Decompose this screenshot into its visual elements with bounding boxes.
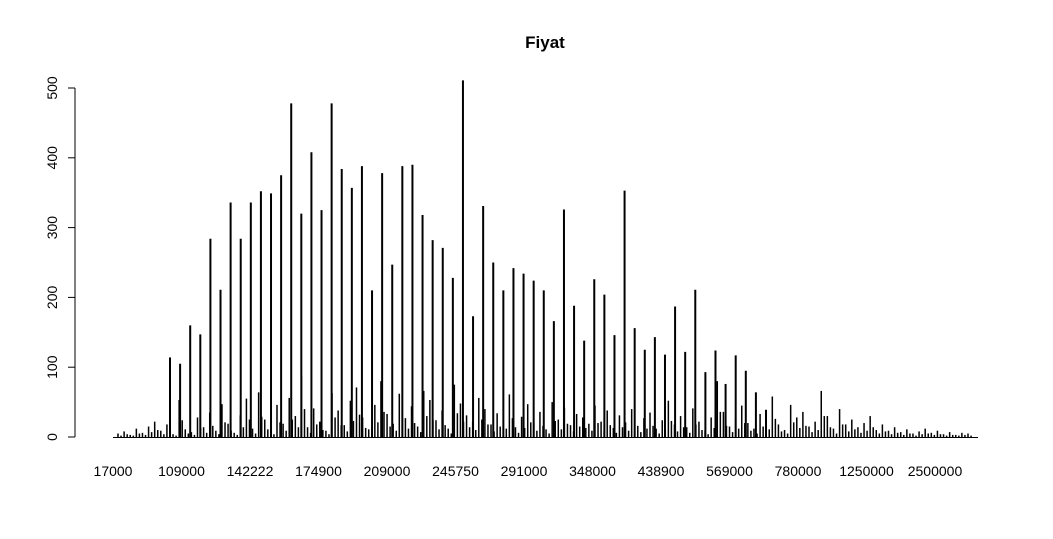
y-tick-label: 300 (44, 216, 60, 240)
y-tick-label: 500 (44, 76, 60, 100)
x-tick-label: 780000 (775, 463, 822, 479)
x-tick-label: 174900 (295, 463, 342, 479)
x-tick-label: 142222 (227, 463, 274, 479)
y-axis: 0 100 200 300 400 500 (44, 76, 76, 441)
chart-title: Fiyat (525, 33, 565, 52)
x-tick-label: 348000 (569, 463, 616, 479)
y-tick-label: 100 (44, 355, 60, 379)
y-tick-label: 0 (44, 433, 60, 441)
x-tick-label: 209000 (364, 463, 411, 479)
x-tick-label: 569000 (706, 463, 753, 479)
x-tick-label: 245750 (432, 463, 479, 479)
y-tick-label: 400 (44, 146, 60, 170)
x-tick-label: 2500000 (908, 463, 963, 479)
y-tick-label: 200 (44, 286, 60, 310)
x-tick-label: 438900 (638, 463, 685, 479)
x-tick-label: 1250000 (839, 463, 894, 479)
x-tick-label: 109000 (158, 463, 205, 479)
x-tick-label: 291000 (501, 463, 548, 479)
x-tick-label: 17000 (94, 463, 133, 479)
bars-group (113, 80, 978, 438)
x-axis: 17000 109000 142222 174900 209000 245750 29100… (94, 463, 963, 479)
